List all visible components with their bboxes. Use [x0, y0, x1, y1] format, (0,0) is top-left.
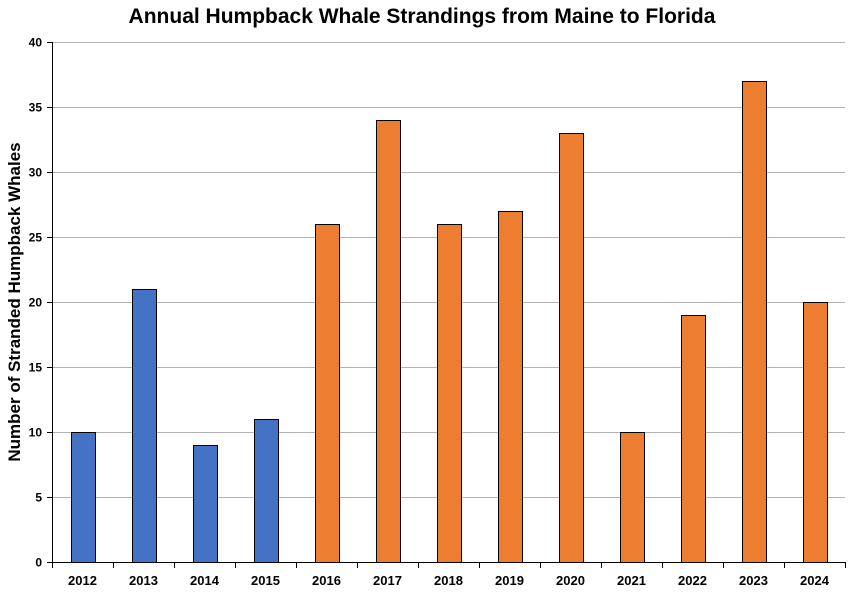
bar-2024 [803, 302, 828, 563]
x-tick-label: 2016 [312, 573, 341, 588]
x-tick-label: 2014 [190, 573, 220, 588]
x-tick-label: 2012 [68, 573, 97, 588]
y-axis-title: Number of Stranded Humpback Whales [5, 142, 24, 461]
bar-2023 [742, 81, 767, 563]
x-tick-label: 2020 [556, 573, 585, 588]
bar-2014 [193, 445, 218, 563]
x-tick-label: 2017 [373, 573, 402, 588]
bar-2012 [71, 432, 96, 563]
y-tick-label: 35 [29, 101, 43, 115]
y-tick-label: 40 [29, 36, 43, 50]
x-tick-label: 2013 [129, 573, 158, 588]
x-tick-label: 2022 [678, 573, 707, 588]
bar-2015 [254, 419, 279, 563]
chart-title: Annual Humpback Whale Strandings from Ma… [129, 5, 716, 28]
y-tick-label: 10 [29, 426, 43, 440]
x-tick-label: 2018 [434, 573, 463, 588]
x-axis: 2012 2013 2014 2015 2016 2017 2018 2019 2020 2021… [52, 562, 846, 588]
bar-2020 [559, 133, 584, 563]
y-tick-label: 20 [29, 296, 43, 310]
bar-2019 [498, 211, 523, 563]
y-tick-label: 25 [29, 231, 43, 245]
bars [71, 81, 828, 563]
bar-2017 [376, 120, 401, 563]
bar-2021 [620, 432, 645, 563]
y-axis: 0 5 10 15 20 25 30 35 40 [29, 36, 53, 570]
x-tick-label: 2024 [800, 573, 830, 588]
y-tick-label: 15 [29, 361, 43, 375]
x-tick-label: 2021 [617, 573, 646, 588]
bar-2022 [681, 315, 706, 563]
bar-2018 [437, 224, 462, 563]
y-tick-label: 0 [35, 556, 42, 570]
y-tick-label: 5 [35, 491, 42, 505]
bar-2013 [132, 289, 157, 563]
bar-2016 [315, 224, 340, 563]
x-tick-label: 2023 [739, 573, 768, 588]
x-tick-label: 2015 [251, 573, 280, 588]
y-tick-label: 30 [29, 166, 43, 180]
x-tick-label: 2019 [495, 573, 524, 588]
